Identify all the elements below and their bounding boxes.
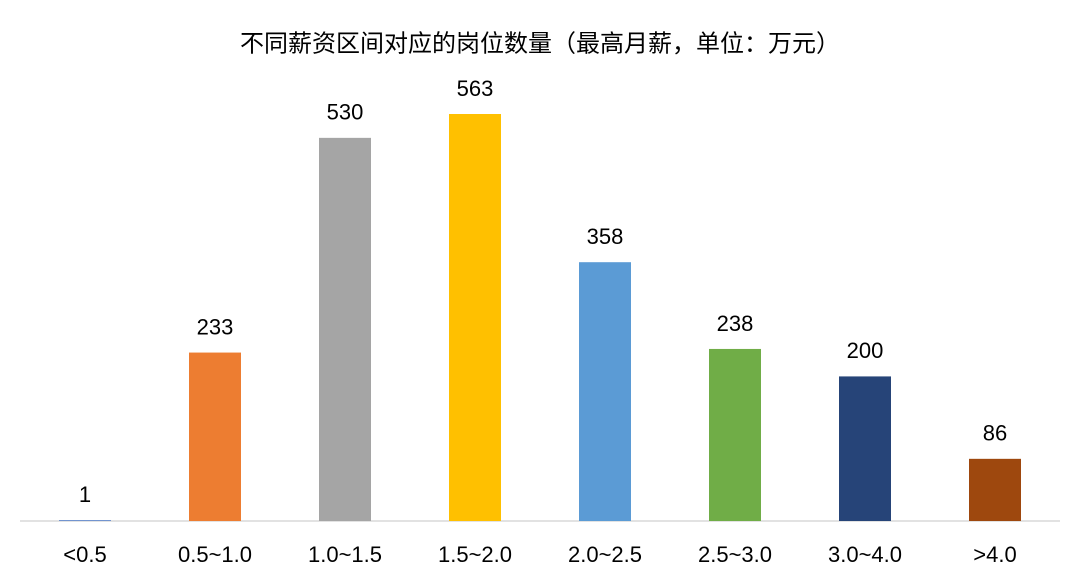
value-label: 238 bbox=[717, 311, 754, 336]
x-tick-label: >4.0 bbox=[973, 542, 1016, 567]
value-label: 358 bbox=[587, 224, 624, 249]
bar bbox=[969, 458, 1021, 521]
value-label: 200 bbox=[847, 338, 884, 363]
value-label: 86 bbox=[983, 421, 1007, 446]
x-tick-label: 2.0~2.5 bbox=[568, 542, 642, 567]
x-tick-label: 3.0~4.0 bbox=[828, 542, 902, 567]
value-label: 1 bbox=[79, 482, 91, 507]
value-label: 530 bbox=[327, 100, 364, 125]
x-tick-label: 1.5~2.0 bbox=[438, 542, 512, 567]
value-label: 563 bbox=[457, 76, 494, 101]
x-tick-label: <0.5 bbox=[63, 542, 106, 567]
bar bbox=[839, 376, 891, 521]
bar bbox=[59, 520, 111, 521]
x-tick-label: 2.5~3.0 bbox=[698, 542, 772, 567]
x-tick-label: 0.5~1.0 bbox=[178, 542, 252, 567]
chart-title: 不同薪资区间对应的岗位数量（最高月薪，单位：万元） bbox=[240, 30, 840, 57]
bar bbox=[579, 262, 631, 521]
bar bbox=[189, 352, 241, 521]
bar bbox=[449, 114, 501, 521]
bar bbox=[319, 137, 371, 521]
bar bbox=[709, 348, 761, 521]
value-label: 233 bbox=[197, 314, 234, 339]
x-tick-label: 1.0~1.5 bbox=[308, 542, 382, 567]
